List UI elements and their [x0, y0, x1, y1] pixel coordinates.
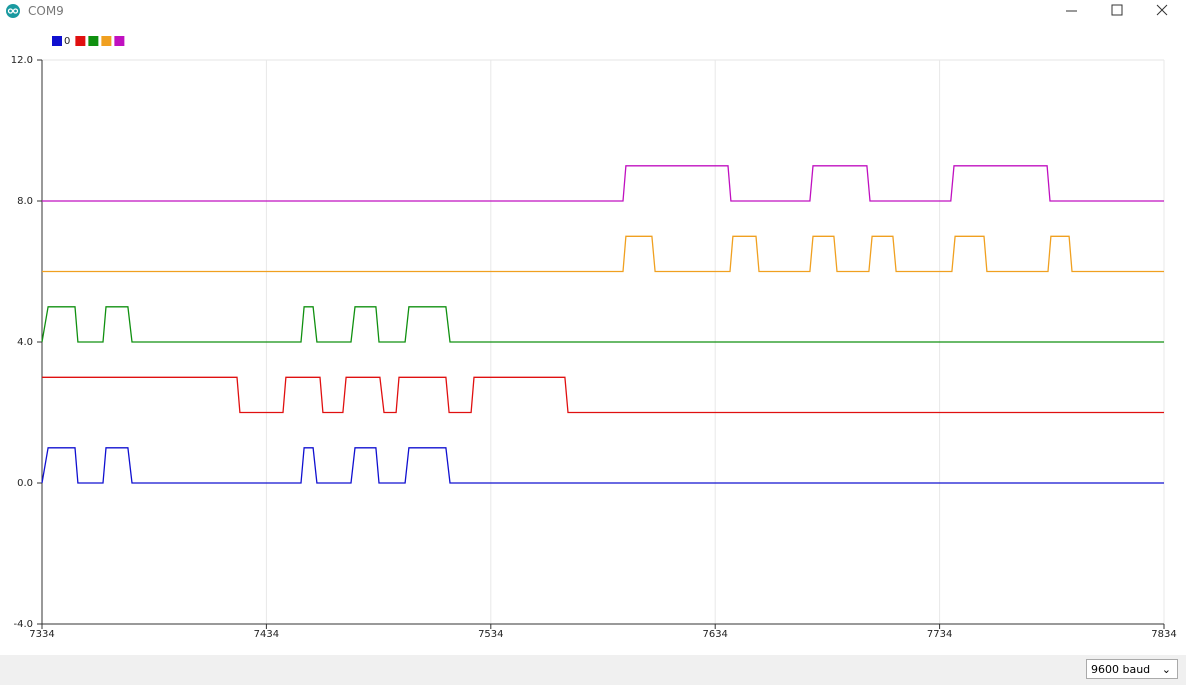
series-line — [42, 165, 1164, 202]
legend-swatch — [101, 36, 112, 46]
series-line — [41, 306, 1164, 343]
window-title: COM9 — [28, 4, 64, 18]
legend-swatch — [52, 36, 62, 46]
footer-bar: 9600 baud ⌄ — [0, 655, 1186, 685]
y-tick-label: 4.0 — [17, 337, 33, 348]
baud-select[interactable]: 9600 baud ⌄ — [1086, 659, 1178, 679]
plot: 7334 7434 7534 7634 7734 7834 -4.0 0.0 4.0 8.0 12.… — [11, 36, 1177, 640]
x-tick-label: 7834 — [1151, 629, 1176, 640]
legend-label: 0 — [64, 36, 70, 47]
legend-swatch — [114, 36, 125, 46]
x-tick-label: 7334 — [29, 629, 54, 640]
close-button[interactable] — [1156, 4, 1168, 16]
y-tick-label: 12.0 — [11, 55, 33, 66]
x-tick-label: 7434 — [254, 629, 279, 640]
series-line — [42, 376, 1164, 414]
series-line — [42, 235, 1164, 273]
series-line — [41, 447, 1164, 484]
window-controls — [1066, 4, 1168, 16]
app-icon — [6, 4, 20, 18]
maximize-button[interactable] — [1111, 4, 1123, 16]
dropdown-arrow: ⌄ — [1161, 663, 1171, 676]
y-tick-label: -4.0 — [13, 619, 33, 630]
legend-swatch — [75, 36, 86, 46]
y-tick-label: 8.0 — [17, 196, 33, 207]
baud-label: 9600 baud — [1091, 663, 1151, 676]
x-tick-label: 7534 — [478, 629, 503, 640]
title-bar: COM9 — [0, 0, 1186, 24]
legend-swatch — [88, 36, 99, 46]
y-tick-label: 0.0 — [17, 478, 33, 489]
x-tick-label: 7734 — [927, 629, 952, 640]
x-tick-label: 7634 — [702, 629, 727, 640]
